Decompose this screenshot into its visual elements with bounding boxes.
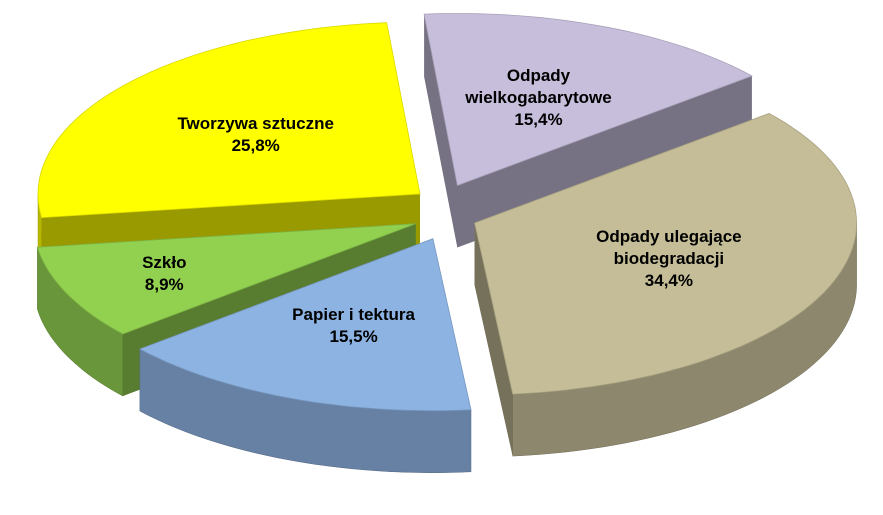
- value-label: 15,4%: [514, 110, 563, 130]
- value-label: 15,5%: [329, 327, 378, 347]
- category-label: Szkło: [142, 252, 187, 272]
- slice-top: [423, 13, 753, 186]
- value-label: 34,4%: [644, 270, 693, 290]
- slice-top: [37, 22, 421, 219]
- slice: [138, 238, 472, 473]
- slice-label: Szkło 8,9%: [64, 252, 264, 296]
- value-label: 25,8%: [231, 136, 280, 156]
- slice-wall: [424, 14, 458, 248]
- value-label: 8,9%: [144, 274, 184, 294]
- slice-top: [138, 238, 472, 412]
- slice-top: [474, 112, 858, 395]
- category-label: Tworzywa sztuczne: [177, 114, 334, 134]
- slice: [474, 112, 858, 457]
- category-label: Odpady ulegające biodegradacji: [596, 226, 742, 268]
- slice-label: Tworzywa sztuczne 25,8%: [156, 113, 356, 157]
- category-label: Odpady wielkogabarytowe: [465, 66, 612, 108]
- slice-label: Odpady wielkogabarytowe 15,4%: [454, 65, 624, 131]
- slice-label: Papier i tektura 15,5%: [254, 304, 454, 348]
- category-label: Papier i tektura: [292, 305, 415, 325]
- slice-top: [36, 223, 416, 335]
- slice-label: Odpady ulegające biodegradacji 34,4%: [569, 226, 769, 292]
- slice-wall: [474, 223, 513, 457]
